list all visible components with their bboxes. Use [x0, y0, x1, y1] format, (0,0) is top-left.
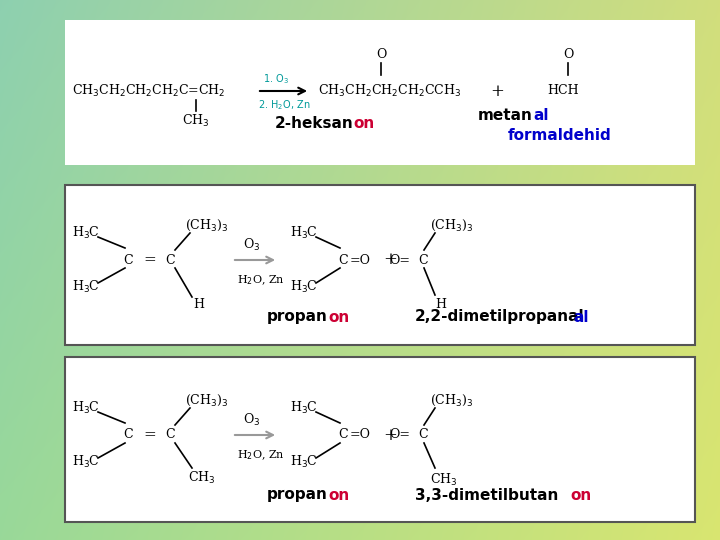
Text: =: =	[143, 253, 156, 267]
Text: H$_3$C: H$_3$C	[72, 454, 100, 470]
Text: O$_3$: O$_3$	[243, 412, 260, 428]
Text: =O: =O	[350, 253, 371, 267]
Text: 2-heksan: 2-heksan	[274, 116, 353, 131]
Text: H$_3$C: H$_3$C	[72, 225, 100, 241]
Bar	[65, 185, 695, 345]
Text: 1. O$_3$: 1. O$_3$	[263, 72, 289, 86]
Text: H: H	[435, 299, 446, 312]
Text: +: +	[383, 252, 397, 268]
Text: O=: O=	[389, 429, 410, 442]
Text: O$_3$: O$_3$	[243, 237, 260, 253]
Text: C: C	[418, 429, 428, 442]
Text: +: +	[490, 83, 504, 99]
Text: on: on	[353, 116, 374, 131]
Text: C: C	[165, 253, 175, 267]
Text: H$_2$O, Zn: H$_2$O, Zn	[237, 448, 285, 462]
Text: O: O	[563, 49, 573, 62]
Text: C: C	[338, 429, 348, 442]
Text: CH$_3$: CH$_3$	[188, 470, 215, 486]
Text: H$_3$C: H$_3$C	[72, 400, 100, 416]
Text: H$_3$C: H$_3$C	[290, 225, 318, 241]
Text: 2,2-dimetilpropanal: 2,2-dimetilpropanal	[415, 309, 585, 325]
Text: H$_2$O, Zn: H$_2$O, Zn	[237, 273, 285, 287]
Bar	[65, 357, 695, 522]
Text: HCH: HCH	[547, 84, 579, 98]
Text: C: C	[338, 253, 348, 267]
Text: CH$_3$CH$_2$CH$_2$CH$_2$C=CH$_2$: CH$_3$CH$_2$CH$_2$CH$_2$C=CH$_2$	[72, 83, 225, 99]
Text: metan: metan	[478, 107, 533, 123]
Text: propan: propan	[267, 309, 328, 325]
Text: C: C	[123, 253, 132, 267]
Text: on: on	[328, 309, 349, 325]
Text: al: al	[573, 309, 588, 325]
Text: CH$_3$: CH$_3$	[182, 113, 210, 129]
Text: H$_3$C: H$_3$C	[290, 279, 318, 295]
Text: (CH$_3$)$_3$: (CH$_3$)$_3$	[430, 218, 473, 233]
Text: C: C	[165, 429, 175, 442]
Text: O: O	[376, 49, 386, 62]
Text: (CH$_3$)$_3$: (CH$_3$)$_3$	[185, 393, 228, 408]
Text: (CH$_3$)$_3$: (CH$_3$)$_3$	[430, 393, 473, 408]
Text: al: al	[533, 107, 549, 123]
Text: CH$_3$: CH$_3$	[430, 472, 457, 488]
Text: on: on	[328, 488, 349, 503]
Text: +: +	[383, 427, 397, 443]
Text: propan: propan	[267, 488, 328, 503]
Bar	[65, 20, 695, 165]
Text: =O: =O	[350, 429, 371, 442]
Text: =: =	[143, 428, 156, 442]
Text: O=: O=	[389, 253, 410, 267]
Text: H$_3$C: H$_3$C	[290, 400, 318, 416]
Text: C: C	[123, 429, 132, 442]
Text: 3,3-dimetilbutan: 3,3-dimetilbutan	[415, 488, 559, 503]
Text: formaldehid: formaldehid	[508, 127, 612, 143]
Text: C: C	[418, 253, 428, 267]
Text: CH$_3$CH$_2$CH$_2$CH$_2$CCH$_3$: CH$_3$CH$_2$CH$_2$CH$_2$CCH$_3$	[318, 83, 461, 99]
Text: 2. H$_2$O, Zn: 2. H$_2$O, Zn	[258, 98, 310, 112]
Text: H$_3$C: H$_3$C	[72, 279, 100, 295]
Text: H: H	[193, 299, 204, 312]
Text: H$_3$C: H$_3$C	[290, 454, 318, 470]
Text: (CH$_3$)$_3$: (CH$_3$)$_3$	[185, 218, 228, 233]
Text: on: on	[570, 488, 591, 503]
